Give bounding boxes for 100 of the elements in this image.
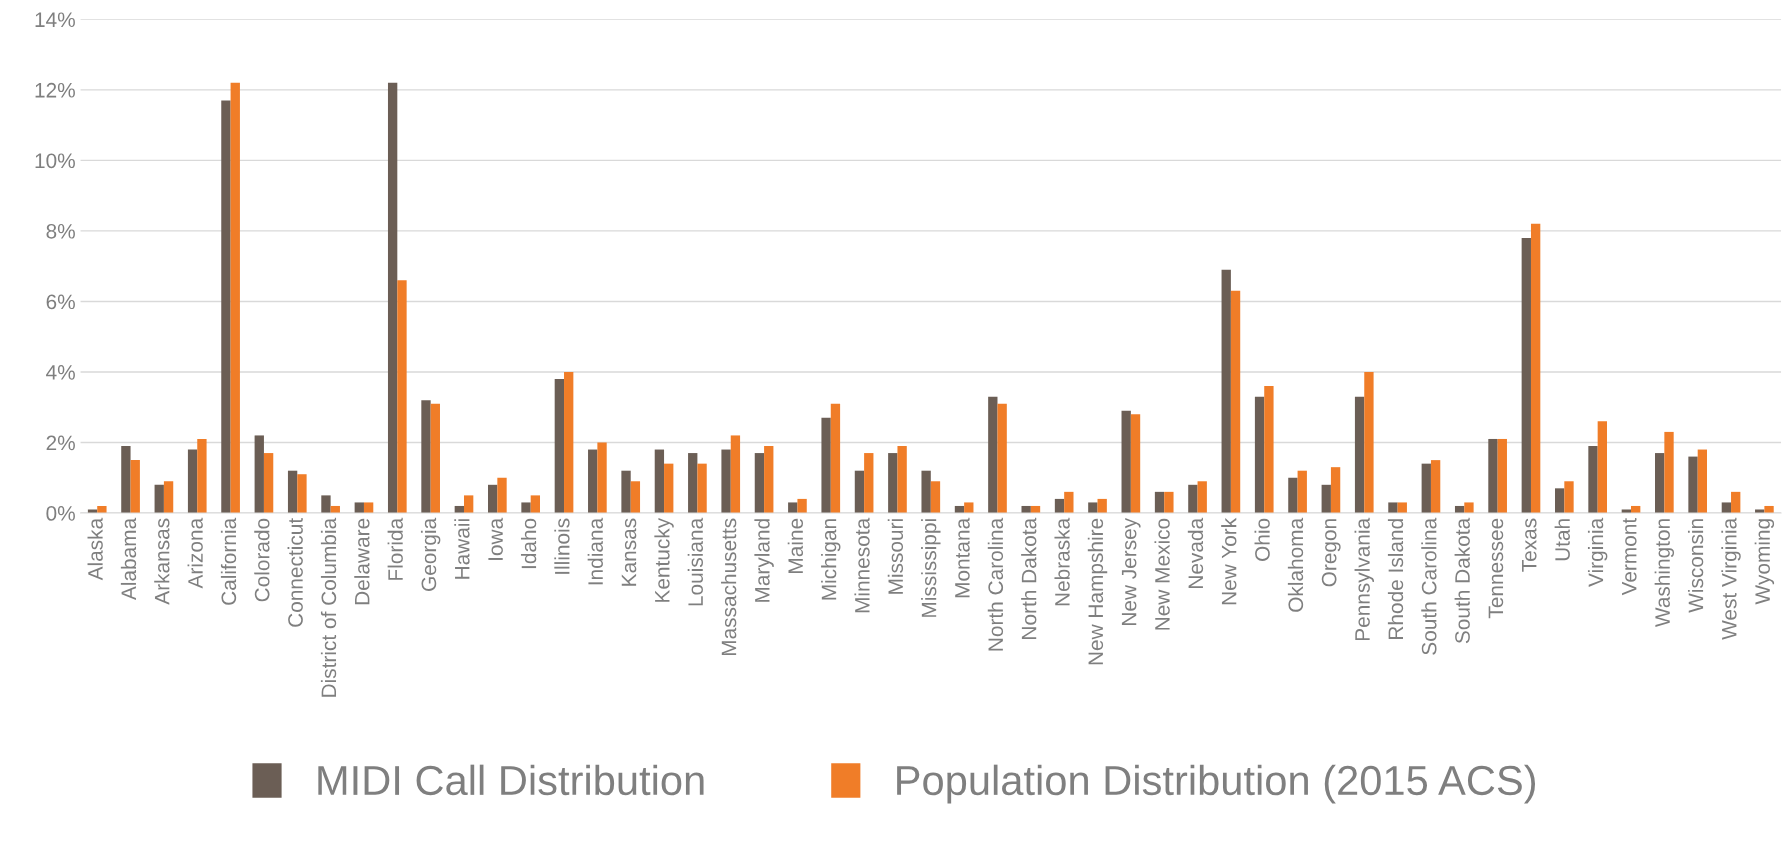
bar [1288,477,1298,514]
bar [1130,414,1141,514]
bar [397,280,407,514]
bar [788,502,798,514]
bar [997,403,1007,514]
bar [664,463,674,514]
bar [1330,467,1341,514]
bar [754,453,765,514]
x-tick-label: Arkansas [154,518,170,605]
bar [1664,431,1674,514]
x-tick-label: Texas [1522,518,1537,572]
bar [430,403,440,514]
bar [1364,371,1374,514]
x-tick-label: Nebraska [1054,517,1070,606]
bar [297,474,307,514]
bar [1421,463,1431,514]
x-tick-label: New Mexico [1154,518,1170,630]
bar [964,502,974,514]
bar [1731,491,1741,514]
x-tick-label: Oklahoma [1287,517,1304,612]
x-tick-label: Rhode Island [1387,519,1404,639]
bar [254,435,264,514]
x-tick-label: Nevada [1187,517,1204,588]
x-tick-label: Alaska [87,517,103,581]
bar [1021,505,1031,514]
bar [730,435,741,514]
x-tick-label: Indiana [587,517,603,585]
bar [464,495,474,514]
bar [1688,456,1698,514]
x-tick-label: South Carolina [1421,517,1437,655]
x-tick-label: Connecticut [287,518,303,627]
bar [1221,269,1231,514]
bar [130,460,140,514]
x-tick-label: Virginia [1587,517,1608,587]
bar [1597,421,1607,514]
x-tick-label: New Jersey [1121,517,1141,625]
bar [1521,237,1531,514]
x-tick-label: District of Columbia [320,517,337,697]
x-tick-label: New Hampshire [1087,518,1108,665]
x-tick-label: Minnesota [854,517,870,613]
bar [1121,410,1131,514]
x-tick-label: West Virginia [1721,517,1741,640]
bar [764,446,774,514]
bar [363,502,374,514]
bar [263,453,274,514]
x-tick-label: Oregon [1321,519,1341,587]
x-tick-label: Massachusetts [721,518,737,656]
y-tick-label: 2% [46,435,75,451]
bar [530,495,541,514]
y-tick-label: 10% [35,153,75,169]
bar [1564,481,1574,514]
bar [421,400,431,514]
bar [1430,460,1441,514]
bar [630,481,641,514]
bar [921,470,931,514]
bar [97,505,107,514]
bar [154,484,164,514]
bar [1297,470,1307,514]
bar [187,449,198,514]
x-tick-label: Colorado [254,518,270,602]
bar [1497,438,1507,514]
bar [621,470,631,514]
x-tick-label: Illinois [554,518,570,574]
x-tick-label: Iowa [488,517,503,560]
bar [597,442,607,514]
bar [1764,505,1774,514]
x-tick-label: Tennessee [1488,518,1504,619]
y-tick-label: 4% [46,365,75,380]
bar [121,446,131,514]
bar [1254,396,1265,514]
bar [654,449,665,514]
x-tick-label: Utah [1554,519,1570,561]
x-tick-label: Ohio [1254,518,1270,561]
bar [1588,446,1598,514]
bar [1321,484,1331,514]
x-tick-label: Wisconsin [1687,519,1704,613]
bar [1188,484,1198,514]
bar [697,463,707,514]
bar [830,403,841,514]
x-tick-label: Arizona [187,517,203,589]
bar [797,498,807,514]
bar [1488,438,1498,514]
bar [1354,396,1365,514]
x-tick-label: Florida [387,517,403,580]
x-tick-label: Hawaii [454,519,470,579]
x-tick-label: Alabama [120,517,137,601]
x-tick-label: South Dakota [1454,517,1470,644]
x-tick-label: California [220,517,237,605]
x-tick-label: Idaho [520,518,537,569]
bar [888,453,898,514]
bar [521,502,531,514]
bar [988,396,998,514]
bar [1088,502,1098,514]
bar [1464,502,1474,514]
x-tick-label: Wyoming [1754,519,1775,605]
x-tick-label: Kansas [621,518,637,586]
bar [354,502,364,514]
bar [821,417,831,514]
x-tick-label: Pennsylvania [1354,517,1374,641]
x-tick-label: Montana [955,517,970,598]
